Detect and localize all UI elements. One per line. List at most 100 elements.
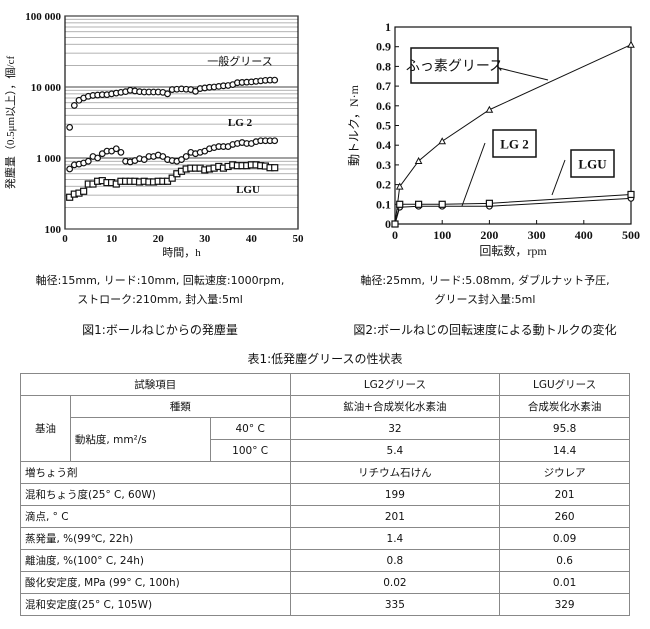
series-line — [394, 193, 632, 225]
header-lg2: LG2グリース — [289, 373, 501, 396]
base-oil-label: 基油 — [20, 395, 71, 462]
y-tick-label: 0.1 — [376, 197, 391, 211]
x-axis-label: 時間，h — [162, 246, 201, 259]
series-label: LGU — [578, 157, 607, 172]
y-tick-label: 1 — [385, 20, 391, 34]
y-tick-label: 0.8 — [376, 59, 391, 73]
x-tick-label: 0 — [392, 228, 398, 242]
data-point — [395, 182, 404, 190]
data-point — [271, 164, 279, 172]
type-label: 種類 — [69, 395, 291, 418]
series-line — [394, 44, 632, 225]
data-point — [66, 165, 74, 173]
cell-lg2: リチウム石けん — [289, 461, 501, 484]
table-row: 混和ちょう度(25° C, 60W) 199 201 — [20, 483, 630, 506]
series-label: LG 2 — [228, 117, 253, 129]
table-row: 100° C 5.4 14.4 — [21, 439, 630, 462]
table-row: 増ちょう剤 リチウム石けん ジウレア — [20, 461, 630, 484]
table-header-row: 試験項目 LG2グリース LGUグリース — [20, 373, 630, 396]
data-point — [627, 40, 635, 48]
type-lgu: 合成炭化水素油 — [499, 395, 630, 418]
figure1-conditions-2: ストローク:210mm, 封入量:5ml — [77, 293, 243, 306]
data-point — [80, 187, 88, 195]
cell-item: 酸化安定度, MPa (99° C, 100h) — [20, 571, 291, 594]
data-point — [391, 220, 399, 228]
table-title: 表1:低発塵グリースの性状表 — [247, 352, 403, 366]
x-tick-label: 0 — [62, 233, 68, 245]
x-tick-label: 20 — [153, 233, 165, 245]
figure1-caption: 図1:ボールねじからの発塵量 — [82, 323, 238, 337]
cell-lg2: 0.02 — [289, 571, 501, 594]
y-tick-label: 10 000 — [31, 82, 62, 94]
figure2-conditions-2: グリース封入量:5ml — [434, 293, 536, 306]
viscosity-temp: 40° C — [209, 417, 291, 440]
series-label-box — [570, 149, 615, 178]
cell-lgu: 0.01 — [499, 571, 630, 594]
y-tick-label: 100 — [45, 224, 62, 236]
viscosity-temp: 100° C — [209, 439, 291, 462]
cell-item: 滴点, ° C — [20, 505, 291, 528]
x-tick-label: 500 — [622, 228, 640, 242]
properties-table: 試験項目 LG2グリース LGUグリース 基油 種類 鉱油+合成炭化水素油 合成… — [20, 373, 630, 616]
data-point — [94, 154, 102, 162]
y-tick-label: 0.5 — [376, 119, 391, 133]
data-point — [112, 145, 120, 153]
table-row: 動粘度, mm²/s 40° C 32 95.8 — [21, 417, 630, 462]
series-label-box — [410, 47, 499, 84]
figure2-chart: 0 0.1 0.2 0.3 0.4 0.5 0.6 0.7 0.8 0.9 1 0 100 200 300 4… — [347, 20, 640, 258]
x-tick-label: 100 — [433, 228, 451, 242]
figure1-chart: 100 1 000 10 000 100 000 0 10 20 30 40 50 時間，h 発塵量（… — [3, 11, 304, 259]
x-tick-label: 300 — [528, 228, 546, 242]
data-point — [485, 199, 493, 207]
data-point — [182, 153, 190, 160]
viscosity-lg2: 32 — [289, 417, 501, 440]
cell-lg2: 201 — [289, 505, 501, 528]
data-point — [271, 137, 279, 145]
data-point — [84, 157, 92, 165]
header-lgu: LGUグリース — [499, 373, 630, 396]
data-point — [627, 190, 635, 199]
figure2-caption: 図2:ボールねじの回転速度による動トルクの変化 — [353, 323, 617, 337]
x-tick-label: 40 — [246, 233, 258, 245]
table-row: 混和安定度(25° C, 105W) 335 329 — [20, 593, 630, 616]
cell-item: 離油度, %(100° C, 24h) — [20, 549, 291, 572]
cell-lgu: 0.6 — [499, 549, 630, 572]
cell-lgu: 0.09 — [499, 527, 630, 550]
cell-item: 混和安定度(25° C, 105W) — [20, 593, 291, 616]
cell-lg2: 199 — [289, 483, 501, 506]
y-axis-label: 動トルク，N·m — [347, 84, 361, 166]
series-label: LGU — [236, 184, 260, 196]
data-point — [438, 200, 446, 208]
type-lg2: 鉱油+合成炭化水素油 — [289, 395, 501, 418]
viscosity-lg2: 5.4 — [289, 439, 501, 462]
viscosity-label: 動粘度, mm²/s — [69, 417, 211, 462]
data-point — [414, 200, 423, 208]
cell-lg2: 335 — [289, 593, 501, 616]
data-point — [178, 156, 185, 163]
data-point — [396, 200, 404, 208]
table-row: 基油 種類 鉱油+合成炭化水素油 合成炭化水素油 — [20, 395, 630, 462]
figure1-conditions-1: 軸径:15mm, リード:10mm, 回転速度:1000rpm, — [35, 274, 285, 287]
y-tick-label: 0.4 — [376, 138, 391, 152]
y-tick-label: 0.6 — [376, 99, 391, 113]
cell-lgu: 260 — [499, 505, 630, 528]
x-tick-label: 400 — [575, 228, 593, 242]
y-tick-label: 1 000 — [36, 153, 61, 165]
y-axis-label: 発塵量（0.5μm以上），個/cf — [3, 56, 17, 190]
data-point — [70, 102, 78, 109]
cell-lgu: 329 — [499, 593, 630, 616]
leader-line — [551, 159, 566, 196]
data-point — [117, 148, 125, 156]
x-tick-label: 200 — [480, 228, 498, 242]
viscosity-lgu: 14.4 — [499, 439, 630, 462]
y-tick-label: 0.2 — [376, 178, 391, 192]
data-point — [164, 90, 171, 98]
cell-lgu: 201 — [499, 483, 630, 506]
y-tick-label: 100 000 — [25, 11, 61, 23]
cell-item: 蒸発量, %(99℃, 22h) — [20, 527, 291, 550]
y-tick-label: 0 — [385, 217, 391, 231]
leader-line — [461, 142, 486, 207]
x-tick-label: 30 — [199, 233, 211, 245]
table-row: 滴点, ° C 201 260 — [20, 505, 630, 528]
